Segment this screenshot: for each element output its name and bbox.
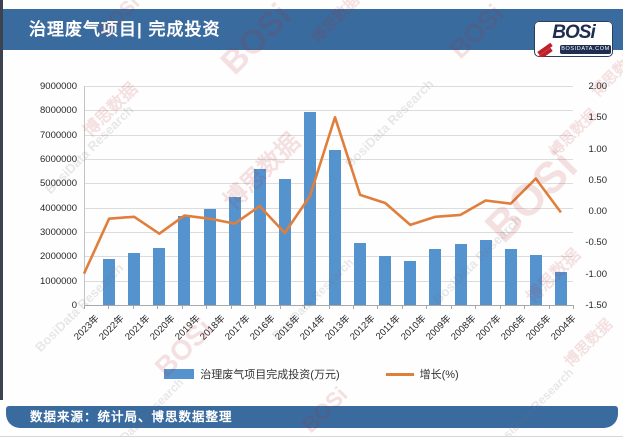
- bar: [128, 252, 141, 305]
- left-axis-tick-label: 2000000: [40, 251, 77, 263]
- data-source-text: 数据来源：统计局、博思数据整理: [30, 410, 233, 424]
- legend-item-growth: 增长(%): [385, 366, 459, 382]
- logo-domain-text: BOSIDATA.COM: [561, 46, 610, 52]
- footer-bar: 数据来源：统计局、博思数据整理: [6, 406, 618, 428]
- bar: [303, 112, 316, 305]
- right-axis-tick-label: -0.50: [585, 237, 607, 249]
- bar: [278, 178, 291, 305]
- legend-label-growth: 增长(%): [419, 369, 459, 381]
- axis-tick: [157, 305, 159, 309]
- bar: [178, 216, 191, 305]
- header-bar: 治理废气项目| 完成投资 BOSi BOSIDATA.COM: [3, 9, 623, 57]
- growth-line: [82, 115, 562, 275]
- bar: [479, 240, 492, 305]
- axis-tick: [475, 305, 477, 309]
- axis-tick: [524, 305, 526, 309]
- line-series-swatch: [385, 372, 414, 376]
- gridline: [84, 110, 573, 112]
- axis-tick: [84, 305, 85, 309]
- gridline: [84, 86, 573, 87]
- chart-legend: 治理废气项目完成投资(万元) 增长(%): [0, 366, 623, 382]
- bosi-logo: BOSi BOSIDATA.COM: [534, 21, 613, 57]
- axis-tick: [377, 305, 379, 309]
- gridline: [84, 159, 573, 160]
- left-axis-tick-label: 6000000: [40, 154, 77, 165]
- legend-label-investment: 治理废气项目完成投资(万元): [200, 369, 340, 381]
- right-axis-tick-label: 0.50: [588, 174, 608, 186]
- left-axis-tick-label: 8000000: [40, 105, 77, 117]
- bar: [379, 255, 392, 305]
- axis-tick: [401, 305, 403, 309]
- gridline: [84, 280, 573, 282]
- bar: [153, 247, 166, 305]
- page-title: 治理废气项目| 完成投资: [29, 20, 221, 39]
- right-axis-tick-label: -1.50: [585, 300, 607, 311]
- bar: [103, 258, 116, 305]
- bar: [454, 243, 467, 305]
- axis-tick: [108, 305, 110, 309]
- logo-domain-bar: BOSIDATA.COM: [560, 45, 611, 54]
- left-axis-tick-label: 4000000: [40, 202, 77, 214]
- axis-tick: [426, 305, 428, 309]
- axis-tick: [304, 305, 306, 309]
- right-axis-tick-label: 0.00: [588, 206, 608, 218]
- left-axis-tick-label: 7000000: [40, 129, 77, 141]
- bar: [354, 242, 367, 305]
- axis-tick: [548, 305, 550, 309]
- axis-tick: [352, 305, 354, 309]
- bar: [504, 249, 517, 305]
- logo-text: BOSi: [552, 22, 595, 43]
- left-axis-tick-label: 3000000: [40, 227, 77, 238]
- bar-series-swatch: [164, 369, 195, 379]
- gridline: [84, 232, 573, 233]
- axis-tick: [450, 305, 452, 309]
- bar: [529, 255, 542, 305]
- bar: [253, 168, 266, 305]
- right-axis-tick-label: 1.50: [588, 112, 608, 124]
- left-axis-tick-label: 1000000: [40, 275, 77, 287]
- axis-tick: [206, 305, 208, 309]
- gridline: [84, 256, 573, 258]
- right-axis-tick-label: 2.00: [588, 81, 608, 92]
- axis-tick: [573, 305, 574, 309]
- bar: [404, 261, 417, 305]
- axis-tick: [255, 305, 257, 309]
- left-axis-tick-label: 0: [71, 300, 77, 311]
- left-axis-tick-label: 5000000: [40, 178, 77, 190]
- axis-tick: [230, 305, 232, 309]
- bar: [429, 249, 442, 305]
- left-axis-tick-label: 9000000: [40, 81, 77, 92]
- bar: [554, 272, 567, 305]
- right-axis-tick-label: -1.00: [585, 268, 607, 280]
- bar: [329, 149, 341, 305]
- axis-tick: [181, 305, 183, 309]
- axis-tick: [132, 305, 134, 309]
- gridline: [84, 183, 573, 185]
- right-axis-tick-label: 1.00: [588, 143, 608, 155]
- legend-item-investment: 治理废气项目完成投资(万元): [164, 366, 340, 382]
- axis-tick: [328, 305, 330, 309]
- axis-tick: [279, 305, 281, 309]
- y-axis-line: [84, 86, 85, 305]
- bar: [203, 209, 216, 305]
- gridline: [84, 207, 573, 209]
- axis-tick: [499, 305, 501, 309]
- image-left-border: [0, 0, 3, 400]
